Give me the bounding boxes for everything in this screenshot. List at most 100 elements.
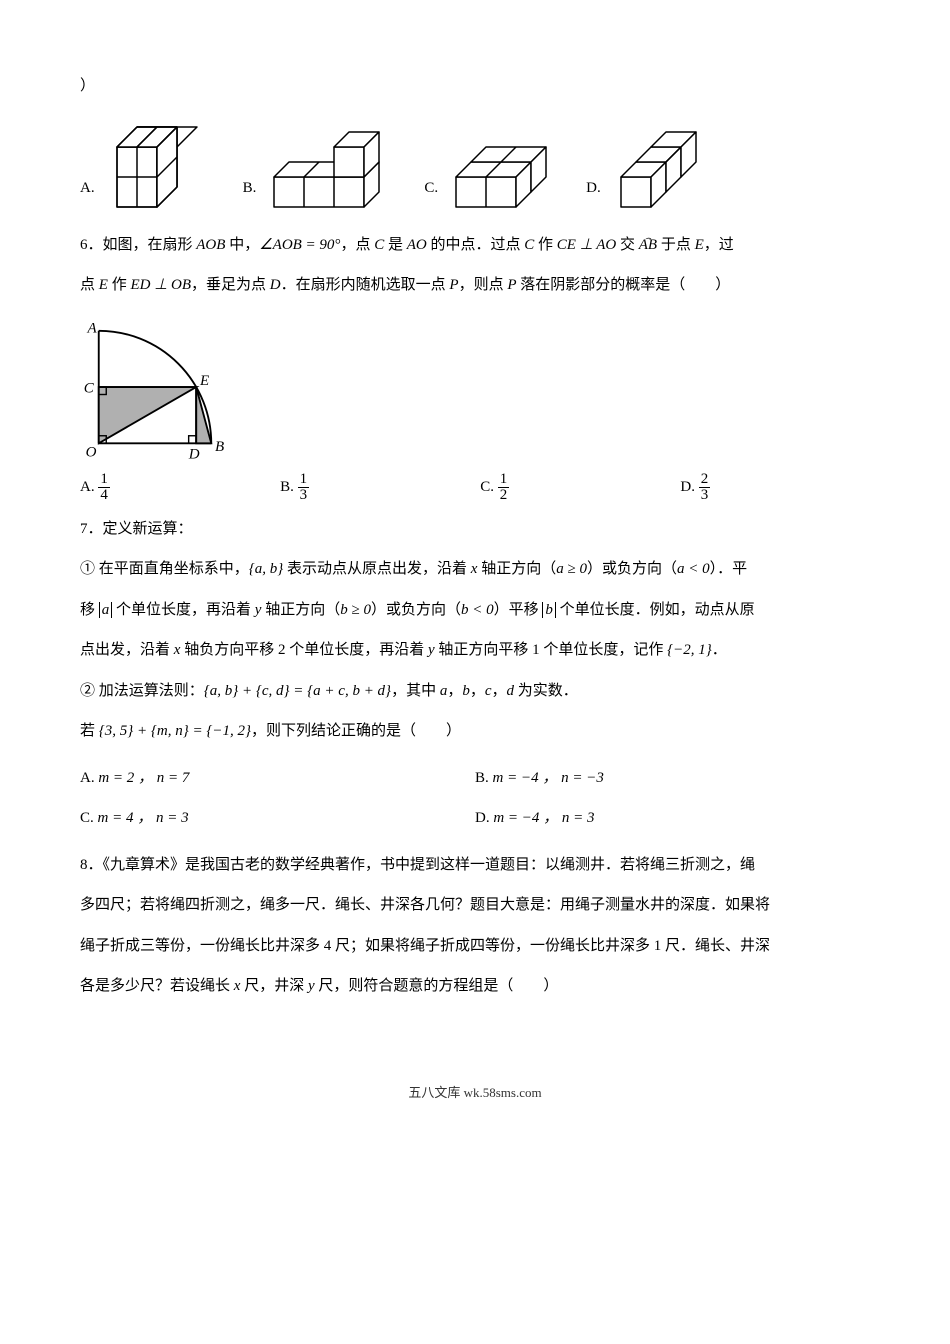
- q6-text: 6．如图，在扇形 AOB 中，∠AOB = 90°，点 C 是 AO 的中点．过…: [80, 231, 870, 260]
- q7-p1-4: ）或负方向（: [587, 561, 677, 577]
- q6-t2: 中，: [225, 237, 259, 253]
- q7-p5-2: ，则下列结论正确的是（ ）: [251, 723, 461, 739]
- q7-p2-3: 轴正方向（: [261, 602, 340, 618]
- q6-d-num: 2: [699, 472, 711, 487]
- q5-choice-b-label: B.: [243, 174, 257, 203]
- q7-b-label: B.: [475, 770, 489, 786]
- q6-choice-a[interactable]: A. 14: [80, 472, 270, 503]
- q6-t7: 交: [616, 237, 639, 253]
- q7-p3-2: 轴负方向平移 2 个单位长度，再沿着: [180, 642, 428, 658]
- q6-choice-b[interactable]: B. 13: [280, 472, 470, 503]
- q6-ed: ED ⊥ OB: [130, 277, 191, 293]
- q7-p2-2: 个单位长度，再沿着: [112, 602, 255, 618]
- q7-choice-a[interactable]: A. m = 2 ， n = 7: [80, 764, 475, 793]
- q7-a-text: m = 2 ， n = 7: [98, 770, 189, 786]
- q6-t8: 于点: [657, 237, 695, 253]
- q5-stray-paren: ）: [80, 72, 870, 101]
- q6-t6: 作: [534, 237, 557, 253]
- q7-p2-5: ）平移: [494, 602, 543, 618]
- q7-c-text: m = 4 ， n = 3: [98, 810, 189, 826]
- q7-p4-3: ，: [447, 683, 462, 699]
- q7-y2: y: [428, 642, 435, 658]
- q8-l1: 8．《九章算术》是我国古老的数学经典著作，书中提到这样一道题目：以绳测井．若将绳…: [80, 851, 870, 880]
- q7-p4-2: ，其中: [391, 683, 440, 699]
- q7-vc: c: [485, 683, 492, 699]
- q6-l24: ．在扇形内随机选取一点: [281, 277, 450, 293]
- q7-p1-5: ）．平: [710, 561, 748, 577]
- q7-p5: 若 {3, 5} + {m, n} = {−1, 2}，则下列结论正确的是（ ）: [80, 717, 870, 746]
- footer-text: 五八文库 wk.58sms.com: [80, 1081, 870, 1106]
- q5-choices: A.: [80, 113, 870, 213]
- q6-t4: 是: [384, 237, 407, 253]
- q7-d-text: m = −4 ， n = 3: [493, 810, 594, 826]
- q6-ce: CE ⊥ AO: [557, 237, 616, 253]
- q7-p4-4: ，: [470, 683, 485, 699]
- label-b: B: [215, 438, 224, 454]
- q7-p3: 点出发，沿着 x 轴负方向平移 2 个单位长度，再沿着 y 轴正方向平移 1 个…: [80, 636, 870, 665]
- q6-p1: P: [449, 277, 458, 293]
- label-d: D: [188, 446, 200, 462]
- q5-choice-c-label: C.: [424, 174, 438, 203]
- q6-d-den: 3: [699, 487, 711, 503]
- q5-choice-c[interactable]: C.: [424, 123, 556, 213]
- q7-title: 7．定义新运算：: [80, 515, 870, 544]
- q7-neg21: {−2, 1}: [667, 642, 712, 658]
- q7-p3-1: 点出发，沿着: [80, 642, 174, 658]
- q8-l4-2: 尺，井深: [240, 978, 308, 994]
- cube-figure-d: [609, 113, 699, 213]
- q6-l23: ，垂足为点: [191, 277, 270, 293]
- q7-vd: d: [507, 683, 515, 699]
- cube-figure-c: [446, 123, 556, 213]
- q6-b-num: 1: [298, 472, 310, 487]
- q5-choice-b[interactable]: B.: [243, 113, 395, 213]
- q6-c2: C: [524, 237, 534, 253]
- q7-choice-b[interactable]: B. m = −4 ， n = −3: [475, 764, 870, 793]
- q7-alt0: a < 0: [677, 561, 710, 577]
- q5-choice-d[interactable]: D.: [586, 113, 699, 213]
- q8-l4-3: 尺，则符合题意的方程组是（ ）: [315, 978, 559, 994]
- q6-e1: E: [695, 237, 704, 253]
- q7-age0: a ≥ 0: [556, 561, 587, 577]
- q7-p3-3: 轴正方向平移 1 个单位长度，记作: [435, 642, 668, 658]
- q6-l25: ，则点: [459, 277, 508, 293]
- q6-l21: 点: [80, 277, 99, 293]
- q6-t1: 6．如图，在扇形: [80, 237, 196, 253]
- q6-l22: 作: [108, 277, 131, 293]
- q6-choice-d[interactable]: D. 23: [680, 472, 870, 503]
- q6-c-num: 1: [498, 472, 510, 487]
- q7-a-label: A.: [80, 770, 95, 786]
- q7-blt0: b < 0: [461, 602, 494, 618]
- q6-t9: ，过: [704, 237, 734, 253]
- q7-c-label: C.: [80, 810, 94, 826]
- q6-l26: 落在阴影部分的概率是（ ）: [517, 277, 731, 293]
- q6-d: D: [270, 277, 281, 293]
- q7-choice-c[interactable]: C. m = 4 ， n = 3: [80, 804, 475, 833]
- q7-p2-1: 移: [80, 602, 99, 618]
- q6-choices: A. 14 B. 13 C. 12 D. 23: [80, 472, 870, 503]
- q6-p2: P: [507, 277, 516, 293]
- q7-choice-d[interactable]: D. m = −4 ， n = 3: [475, 804, 870, 833]
- q6-b-den: 3: [298, 487, 310, 503]
- q8-l4: 各是多少尺？若设绳长 x 尺，井深 y 尺，则符合题意的方程组是（ ）: [80, 972, 870, 1001]
- q7-p1-1: ① 在平面直角坐标系中，: [80, 561, 249, 577]
- q6-a-label: A.: [80, 478, 95, 494]
- q7-p5-1: 若: [80, 723, 99, 739]
- q6-t3: ，点: [340, 237, 374, 253]
- q6-choice-c[interactable]: C. 12: [480, 472, 670, 503]
- q5-choice-d-label: D.: [586, 174, 601, 203]
- label-o: O: [86, 444, 97, 460]
- sector-figure: A C E O D B: [80, 312, 230, 462]
- q7-choices: A. m = 2 ， n = 7 B. m = −4 ， n = −3 C. m…: [80, 758, 870, 839]
- q7-abbr: {a, b}: [249, 561, 284, 577]
- q7-p1-3: 轴正方向（: [477, 561, 556, 577]
- q5-choice-a[interactable]: A.: [80, 113, 213, 213]
- q6-t5: 的中点．过点: [427, 237, 525, 253]
- q6-c-den: 2: [498, 487, 510, 503]
- q7-p2: 移 a 个单位长度，再沿着 y 轴正方向（b ≥ 0）或负方向（b < 0）平移…: [80, 596, 870, 625]
- q7-p1: ① 在平面直角坐标系中，{a, b} 表示动点从原点出发，沿着 x 轴正方向（a…: [80, 555, 870, 584]
- q7-absa: a: [99, 602, 113, 618]
- q7-rule: {a, b} + {c, d} = {a + c, b + d}: [204, 683, 391, 699]
- q6-e2: E: [99, 277, 108, 293]
- q6-c-label: C.: [480, 478, 494, 494]
- q7-d-label: D.: [475, 810, 490, 826]
